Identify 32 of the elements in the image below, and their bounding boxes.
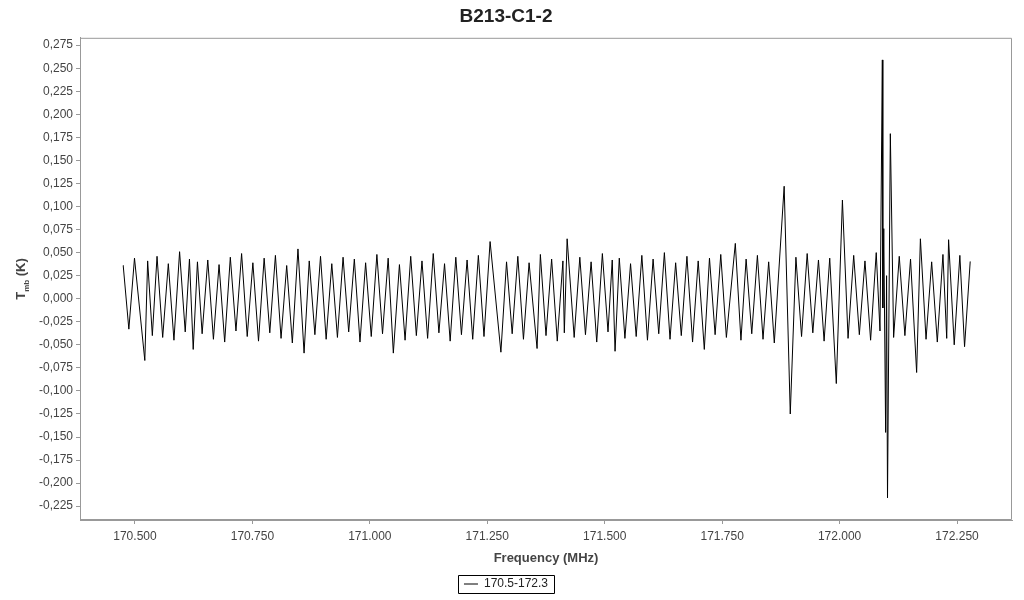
x-tick-label: 171.250 <box>465 528 510 543</box>
x-tick-label: 171.000 <box>348 528 392 543</box>
x-tick-label: 170.750 <box>230 528 275 543</box>
y-tick-label: 0,050 <box>42 244 74 259</box>
x-tick-label: 172.000 <box>817 528 862 543</box>
y-tick-label: -0,175 <box>38 452 74 467</box>
y-tick-label: 0,200 <box>42 106 74 121</box>
y-tick-label: -0,050 <box>38 337 74 352</box>
y-tick-label: -0,125 <box>38 406 74 421</box>
y-tick-label: 0,150 <box>42 152 74 167</box>
y-tick-label: 0,000 <box>42 291 74 306</box>
chart-title: B213-C1-2 <box>459 4 553 26</box>
y-tick-label: 0,025 <box>42 267 74 282</box>
y-tick-label: 0,175 <box>42 129 74 144</box>
y-tick-label: -0,100 <box>38 383 74 398</box>
y-tick-label: -0,225 <box>38 498 74 513</box>
x-tick-label: 172.250 <box>935 528 980 543</box>
y-tick-label: 0,250 <box>42 60 74 75</box>
y-tick-label: 0,275 <box>42 37 74 52</box>
x-axis-title: Frequency (MHz) <box>493 549 599 565</box>
y-tick-label: 0,225 <box>42 83 74 98</box>
y-tick-label: -0,075 <box>38 360 74 375</box>
legend-label: 170.5-172.3 <box>483 576 549 591</box>
x-tick-label: 170.500 <box>113 528 157 543</box>
y-tick-label: -0,150 <box>38 429 74 444</box>
y-tick-label: -0,025 <box>38 314 74 329</box>
x-tick-label: 171.500 <box>583 528 627 543</box>
y-tick-label: 0,100 <box>42 198 74 213</box>
y-tick-label: 0,125 <box>42 175 74 190</box>
x-tick-label: 171.750 <box>700 528 745 543</box>
y-tick-label: -0,200 <box>38 475 74 490</box>
y-tick-label: 0,075 <box>42 221 74 236</box>
